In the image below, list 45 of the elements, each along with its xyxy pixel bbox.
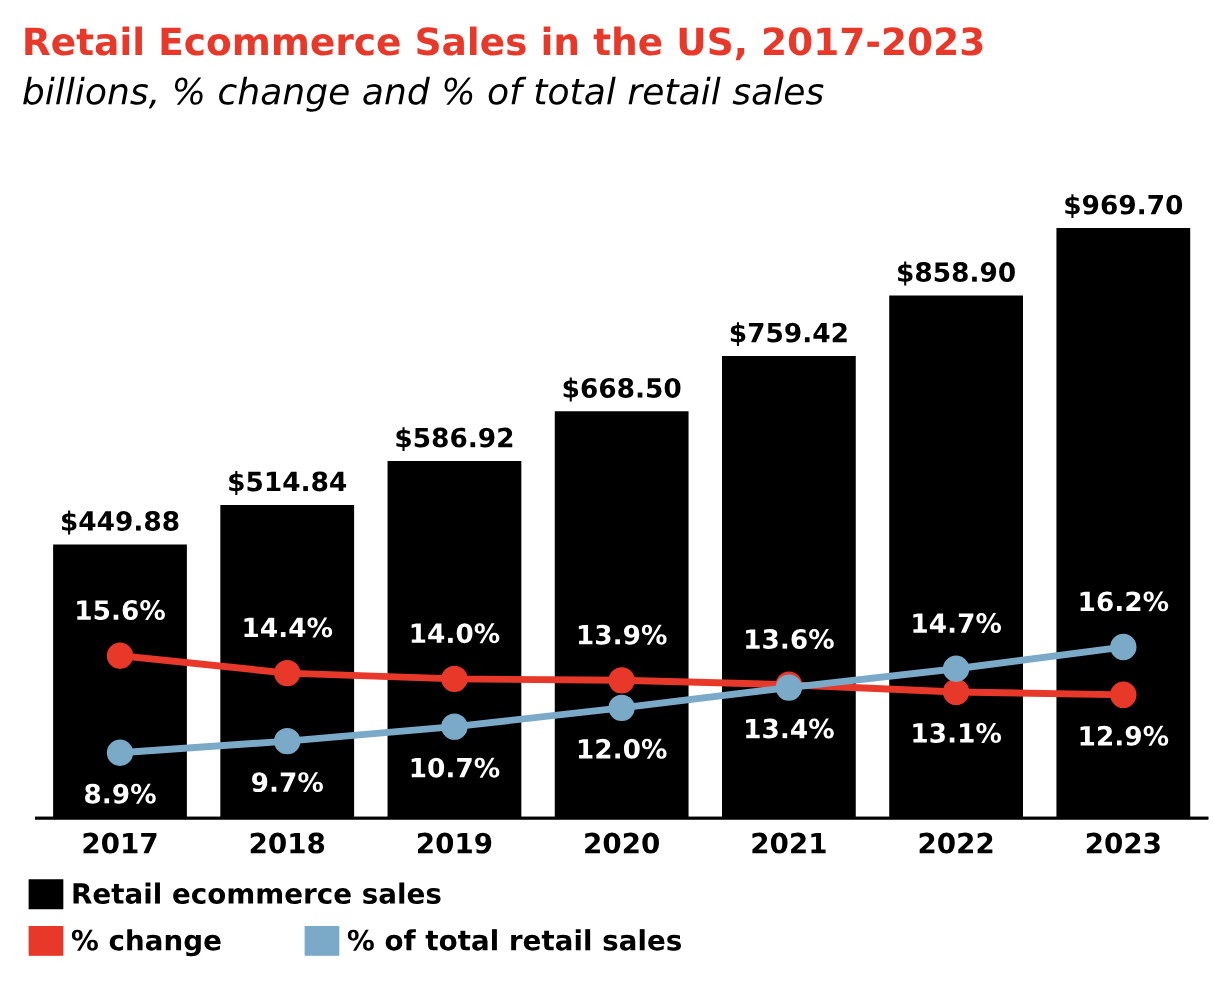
data-label: 15.6% (77, 600, 165, 621)
point (274, 659, 301, 687)
x-tick-label: 2021 (752, 832, 826, 854)
chart-title: Retail Ecommerce Sales in the US, 2017-2023 (25, 26, 983, 61)
point (608, 694, 635, 722)
point (106, 739, 134, 766)
x-tick-label: 2020 (585, 832, 659, 854)
point (1110, 681, 1137, 709)
data-label: $514.84 (229, 471, 347, 495)
point (1110, 633, 1137, 661)
data-label: 14.0% (411, 623, 500, 644)
legend-label: Retail ecommerce sales (73, 882, 441, 904)
data-label: 16.2% (1080, 591, 1169, 612)
point (441, 665, 468, 693)
data-label: 8.9% (85, 783, 156, 804)
data-label: 10.7% (411, 757, 500, 778)
legend-label: % change (71, 929, 221, 957)
data-label: $449.88 (61, 510, 179, 535)
point (942, 678, 970, 706)
x-tick-label: 2018 (250, 832, 325, 854)
data-label: 14.4% (244, 617, 333, 638)
data-label: 13.9% (578, 624, 667, 645)
point (441, 713, 468, 740)
data-label: $858.90 (898, 261, 1015, 286)
data-label: 13.6% (746, 629, 834, 650)
chart-subtitle: billions, % change and % of total retail sales (23, 76, 824, 112)
x-tick-label: 2019 (417, 832, 492, 854)
point (608, 667, 635, 694)
data-label: 12.0% (578, 738, 667, 759)
data-label: $759.42 (730, 322, 847, 347)
data-label: 13.1% (913, 722, 1002, 743)
x-tick-label: 2017 (83, 832, 157, 854)
point (942, 655, 970, 682)
data-label: $586.92 (396, 427, 513, 452)
data-label: $969.70 (1065, 194, 1183, 219)
data-label: $668.50 (563, 377, 681, 402)
x-tick-label: 2023 (1086, 832, 1160, 854)
data-label: 9.7% (251, 772, 323, 793)
point (274, 727, 301, 755)
data-label: 13.4% (746, 718, 834, 739)
x-tick-label: 2022 (919, 832, 993, 854)
data-label: 14.7% (913, 613, 1002, 634)
point (106, 642, 134, 669)
data-label: 12.9% (1080, 725, 1169, 746)
legend-label: % of total retail sales (347, 929, 682, 951)
